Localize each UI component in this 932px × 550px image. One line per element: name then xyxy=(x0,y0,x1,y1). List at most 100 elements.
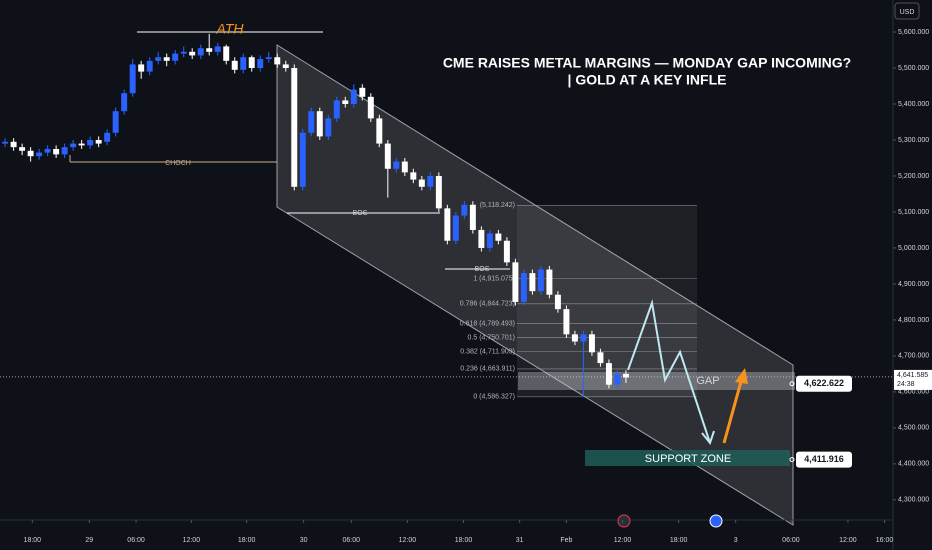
candle-body xyxy=(520,273,527,302)
y-tick-label: 5,000.000 xyxy=(898,245,929,252)
candle-body xyxy=(299,132,306,187)
candle-body xyxy=(384,143,391,169)
y-tick-label: 4,700.000 xyxy=(898,353,929,360)
candle-body xyxy=(87,139,94,146)
y-tick-label: 5,500.000 xyxy=(898,65,929,72)
candle-body xyxy=(478,229,485,248)
y-tick-label: 4,400.000 xyxy=(898,461,929,468)
candle-body xyxy=(597,352,604,364)
fib-label: (5,118.242) xyxy=(480,202,515,209)
candle-body xyxy=(554,294,561,310)
x-tick-label: 31 xyxy=(516,537,524,544)
currency: USD xyxy=(900,9,915,16)
bos-label: BOS xyxy=(475,266,490,273)
gap-zone xyxy=(518,372,795,390)
countdown: 24:38 xyxy=(897,381,915,388)
projection-path xyxy=(627,299,711,444)
candle-body xyxy=(529,273,536,292)
candle-body xyxy=(486,233,493,248)
price-tag-box xyxy=(796,375,852,392)
candle-body xyxy=(588,334,595,353)
x-tick-label: 12:00 xyxy=(839,537,857,544)
ath-label: ATH xyxy=(216,21,245,37)
candle-body xyxy=(444,208,451,241)
candle-body xyxy=(563,309,570,335)
candle-body xyxy=(435,175,442,209)
candle-body xyxy=(206,48,213,52)
x-tick-label: 18:00 xyxy=(455,537,473,544)
fib-label: 0.5 (4,750.701) xyxy=(468,335,515,342)
candle-body xyxy=(172,53,179,61)
x-tick-label: 30 xyxy=(300,537,308,544)
fib-label: 0.618 (4,789.493) xyxy=(460,321,515,328)
candle-body xyxy=(503,240,510,263)
candle-body xyxy=(537,269,544,292)
event-icon[interactable] xyxy=(617,514,631,528)
fib-label: 0 (4,586.327) xyxy=(473,394,515,401)
candle-body xyxy=(495,233,502,241)
candle-body xyxy=(393,161,400,169)
candle-body xyxy=(129,64,136,94)
candle-body xyxy=(308,111,315,133)
candle-body xyxy=(410,172,417,180)
price-tag-label: 4,622.622 xyxy=(804,378,844,388)
candle-body xyxy=(180,51,187,54)
x-tick-label: 06:00 xyxy=(127,537,145,544)
candle-body xyxy=(418,179,425,187)
price-tag-anchor xyxy=(789,457,795,463)
subtitle: | GOLD AT A KEY INFLE xyxy=(568,72,727,88)
x-tick-label: 18:00 xyxy=(24,537,42,544)
candle-body xyxy=(27,150,34,157)
candle-body xyxy=(350,89,357,104)
candle-body xyxy=(163,57,170,61)
candle-body xyxy=(36,152,43,157)
bos-label: BOS xyxy=(353,210,368,217)
fib-label: 0.786 (4,844.723) xyxy=(460,301,515,308)
candle-body xyxy=(189,51,196,56)
candle-body xyxy=(155,57,162,61)
candle-body xyxy=(546,269,553,295)
candle-body xyxy=(78,143,85,146)
candle-body xyxy=(214,46,221,52)
candle-body xyxy=(333,100,340,119)
candle-body xyxy=(282,64,289,69)
x-tick-label: 18:00 xyxy=(670,537,688,544)
x-tick-label: Feb xyxy=(560,537,572,544)
candle-body xyxy=(580,334,587,342)
candle-body xyxy=(19,147,26,151)
y-tick-label: 5,600.000 xyxy=(898,29,929,36)
x-tick-label: 06:00 xyxy=(782,537,800,544)
x-tick-label: 12:00 xyxy=(614,537,632,544)
last-price-label: 4,641.585 xyxy=(897,372,928,379)
candle-body xyxy=(53,148,60,155)
last-price-box xyxy=(894,369,932,390)
candle-body xyxy=(367,96,374,119)
candle-body xyxy=(95,139,102,144)
x-tick-label: 12:00 xyxy=(183,537,201,544)
y-tick-label: 5,100.000 xyxy=(898,209,929,216)
candle-body xyxy=(274,57,281,65)
candle-body xyxy=(461,204,468,216)
title: CME RAISES METAL MARGINS — MONDAY GAP IN… xyxy=(443,55,851,71)
flag-icon[interactable] xyxy=(709,514,723,528)
currency-box xyxy=(894,2,920,20)
fib-label: 0.236 (4,663.911) xyxy=(460,366,515,373)
x-tick-label: 12:00 xyxy=(399,537,417,544)
candle-body xyxy=(342,100,349,104)
candle-body xyxy=(571,334,578,342)
candle-body xyxy=(291,68,298,187)
candle-body xyxy=(223,46,230,61)
y-tick-label: 4,800.000 xyxy=(898,317,929,324)
support-zone xyxy=(585,450,790,466)
y-tick-label: 5,200.000 xyxy=(898,173,929,180)
x-tick-label: 18:00 xyxy=(238,537,256,544)
candle-body xyxy=(44,148,51,153)
candle-body xyxy=(265,57,272,60)
y-tick-label: 4,500.000 xyxy=(898,425,929,432)
candle-body xyxy=(359,87,366,97)
price-tag-anchor xyxy=(789,381,795,387)
candle-body xyxy=(231,60,238,70)
candle-body xyxy=(325,118,332,137)
orange-arrow xyxy=(722,377,744,444)
arrow-head xyxy=(701,430,715,446)
